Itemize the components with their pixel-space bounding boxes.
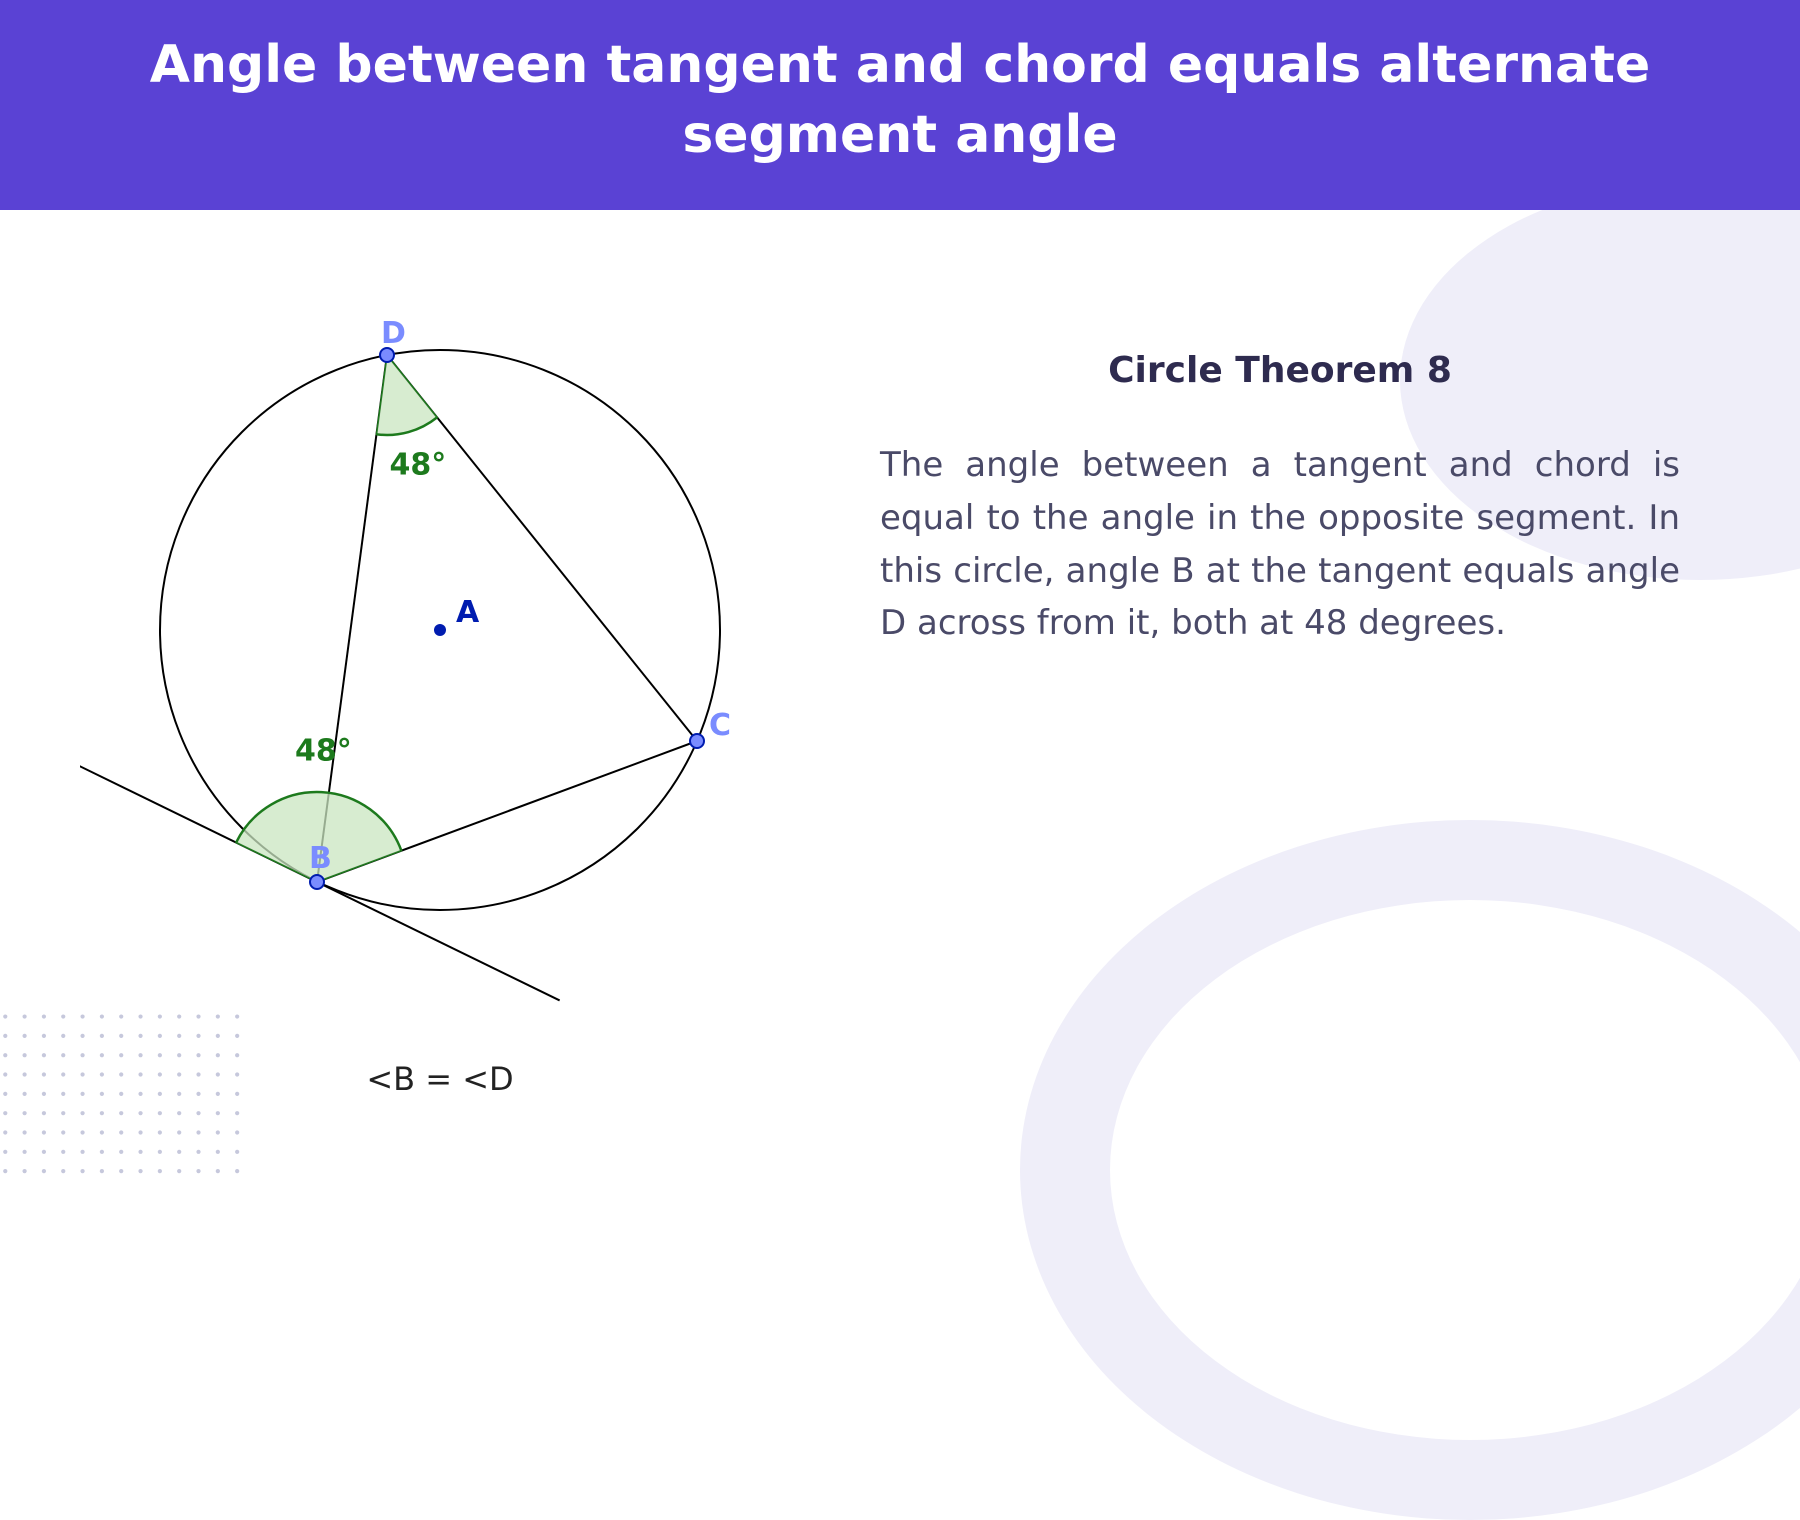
svg-text:A: A <box>456 595 480 630</box>
header: Angle between tangent and chord equals a… <box>0 0 1800 210</box>
svg-text:C: C <box>709 708 731 743</box>
content: 48° 48° A B C D <B = <D Circle Theorem 8 The … <box>0 210 1800 1138</box>
svg-text:B: B <box>309 841 332 876</box>
circle-diagram: 48° 48° A B C D <box>80 270 800 1050</box>
equation-text: <B = <D <box>366 1060 513 1098</box>
svg-text:48°: 48° <box>390 448 447 483</box>
text-column: Circle Theorem 8 The angle between a tan… <box>880 270 1720 650</box>
theorem-title: Circle Theorem 8 <box>880 350 1680 391</box>
theorem-body: The angle between a tangent and chord is… <box>880 439 1680 650</box>
diagram-column: 48° 48° A B C D <B = <D <box>80 270 800 1098</box>
page-title: Angle between tangent and chord equals a… <box>60 30 1740 170</box>
svg-text:48°: 48° <box>295 734 352 769</box>
svg-text:D: D <box>381 316 406 351</box>
